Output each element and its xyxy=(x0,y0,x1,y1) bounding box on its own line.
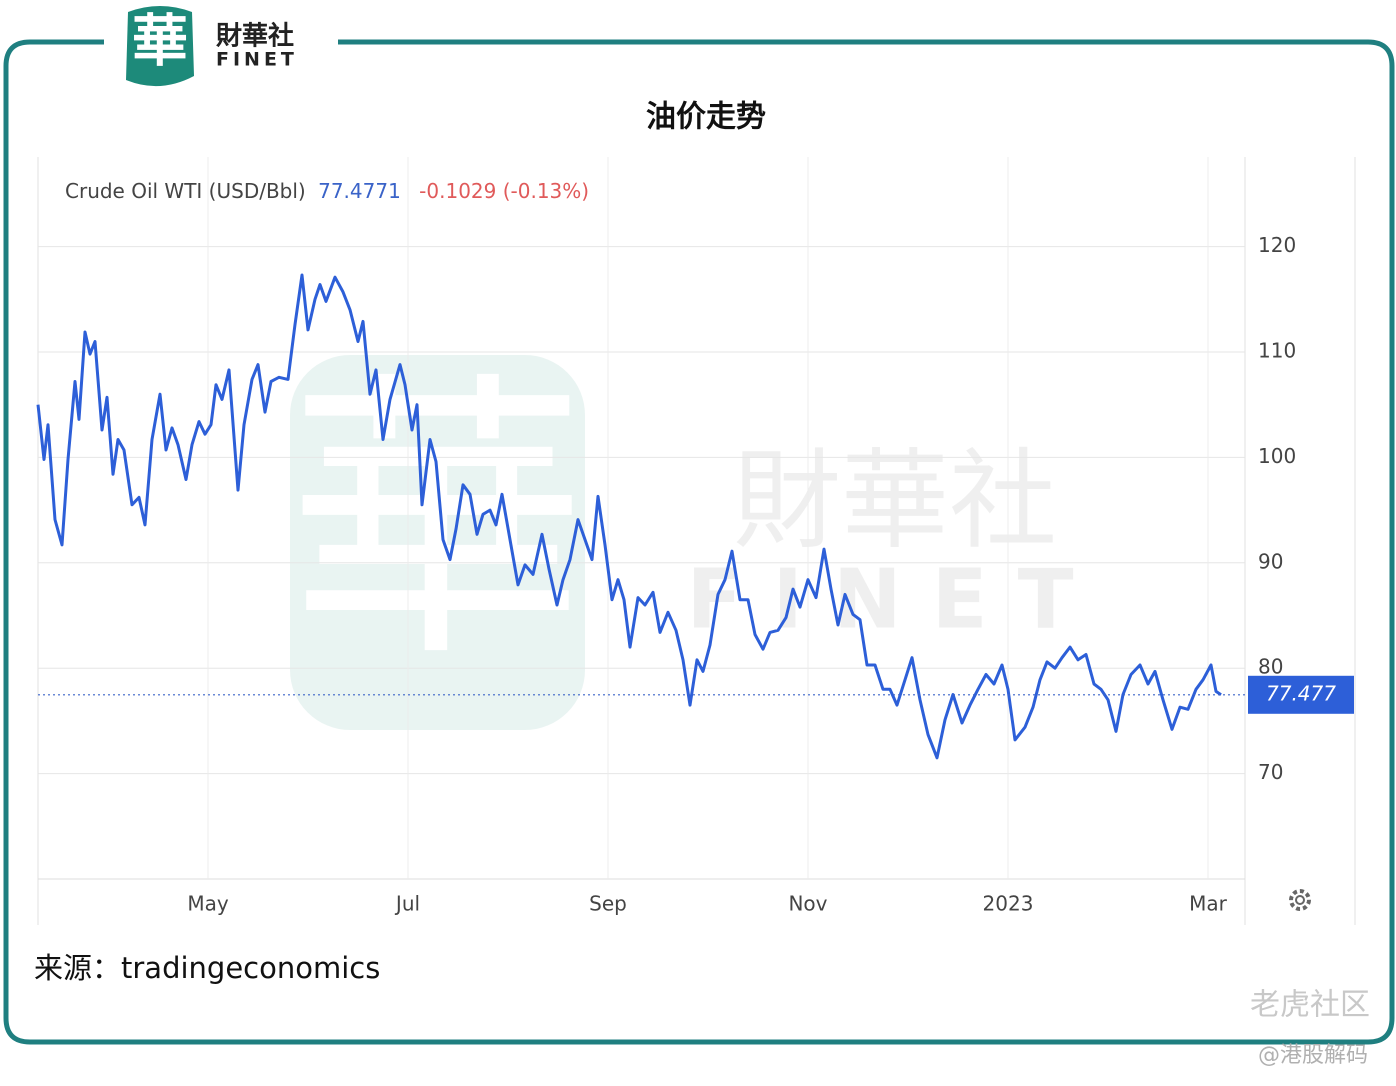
x-tick-label: Mar xyxy=(1189,892,1228,916)
gear-teeth xyxy=(1289,889,1311,911)
x-tick-label: Jul xyxy=(394,892,420,916)
series-label: Crude Oil WTI (USD/Bbl) xyxy=(65,179,306,203)
last-price-tag xyxy=(1248,675,1354,714)
watermark-community: 老虎社区 xyxy=(1250,988,1370,1023)
last-price-label: 77.477 xyxy=(1266,681,1336,705)
change-header: -0.1029 (-0.13%) xyxy=(419,179,589,203)
watermark-mark: 華 xyxy=(287,348,587,697)
watermark-account: @港股解码 xyxy=(1258,1043,1368,1068)
price-line xyxy=(36,273,1222,760)
y-tick-label: 70 xyxy=(1258,760,1283,784)
logo-name: 財華社 xyxy=(216,21,294,52)
last-price-header: 77.4771 xyxy=(318,179,401,203)
logo: 華 財華社 FINET xyxy=(126,6,298,87)
plot xyxy=(37,157,1356,925)
y-tick-label: 90 xyxy=(1258,549,1283,573)
chart-title: 油价走势 xyxy=(646,100,766,135)
y-tick-label: 120 xyxy=(1258,233,1296,257)
y-tick-label: 110 xyxy=(1258,338,1296,362)
x-tick-label: Sep xyxy=(589,892,627,916)
x-tick-label: Nov xyxy=(788,892,827,916)
y-tick-label: 80 xyxy=(1258,655,1283,679)
x-tick-label: 2023 xyxy=(983,892,1034,916)
x-tick-label: May xyxy=(187,892,229,916)
series-header: Crude Oil WTI (USD/Bbl) 77.4771 -0.1029 … xyxy=(65,179,589,203)
gear-hub xyxy=(1295,895,1305,905)
logo-latin: FINET xyxy=(216,49,298,71)
watermark-latin: FINET xyxy=(686,552,1103,647)
frame xyxy=(3,39,1395,1045)
logo-badge xyxy=(126,6,194,87)
logo-mark: 華 xyxy=(132,9,188,75)
watermark-badge xyxy=(290,355,585,730)
source: 来源：tradingeconomics xyxy=(34,951,380,985)
settings-icon[interactable] xyxy=(1289,889,1311,911)
y-tick-label: 100 xyxy=(1258,444,1296,468)
watermark-logo: 華 財華社 FINET xyxy=(287,348,1103,730)
watermark-name: 財華社 xyxy=(733,439,1057,564)
